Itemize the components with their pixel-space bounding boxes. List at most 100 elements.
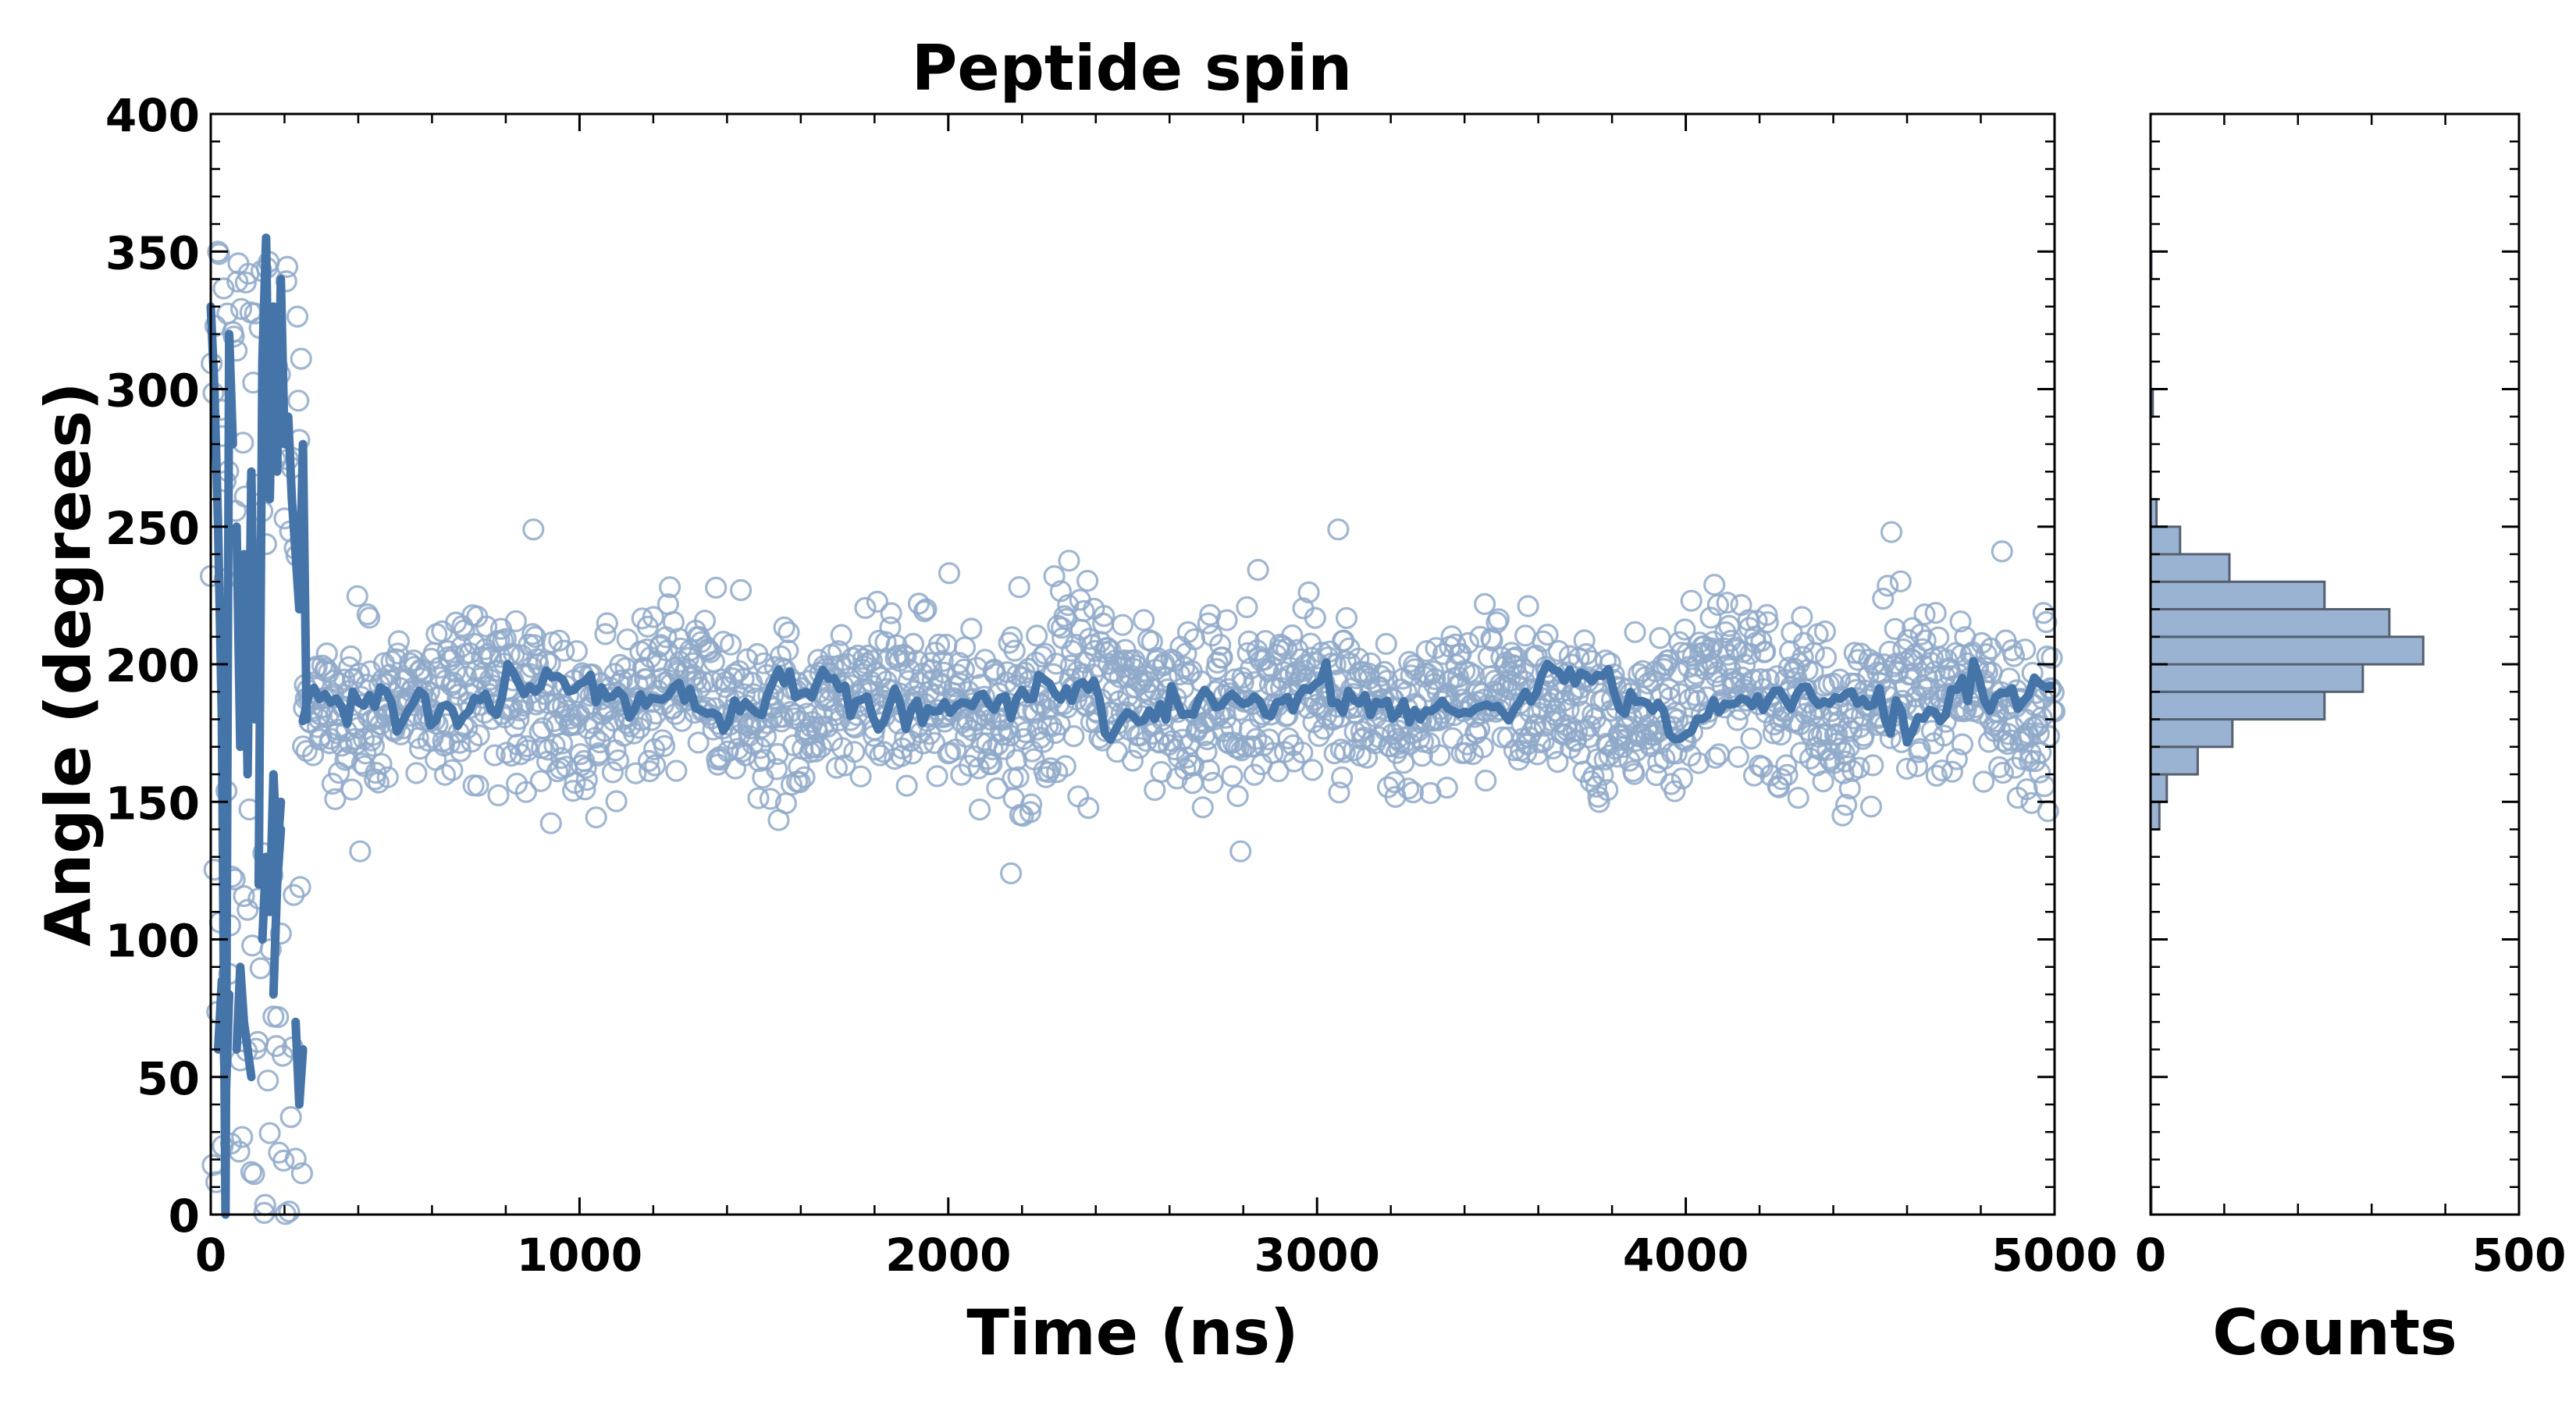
scatter-point — [601, 761, 624, 784]
scatter-point — [362, 735, 386, 757]
scatter-point — [1517, 595, 1539, 617]
x-tick-label: 3000 — [1254, 1229, 1379, 1282]
scatter-point — [1813, 620, 1836, 643]
scatter-point — [1229, 840, 1252, 863]
scatter-point — [290, 347, 312, 370]
y-tick-label: 250 — [105, 502, 200, 555]
scatter-point — [1770, 723, 1792, 746]
histogram-x-tick-label: 0 — [2135, 1229, 2166, 1282]
scatter-point — [1014, 720, 1037, 744]
scatter-series — [199, 240, 2066, 1225]
scatter-point — [529, 770, 552, 792]
scatter-point — [495, 742, 518, 764]
scatter-point — [1991, 761, 2014, 784]
main-data-layer — [199, 233, 2066, 1225]
y-tick-label: 350 — [105, 226, 200, 279]
scatter-point — [637, 749, 660, 773]
scatter-point — [809, 735, 832, 759]
scatter-point — [1236, 596, 1258, 619]
scatter-point — [321, 772, 343, 795]
y-tick-label: 150 — [105, 777, 200, 830]
scatter-point — [1791, 646, 1814, 668]
scatter-point — [324, 788, 347, 810]
scatter-point — [639, 759, 661, 783]
scatter-point — [575, 756, 597, 779]
scatter-point — [1756, 611, 1779, 634]
scatter-point — [284, 1147, 307, 1170]
scatter-point — [358, 606, 381, 629]
scatter-point — [443, 660, 467, 683]
scatter-point — [1547, 639, 1570, 663]
scatter-point — [243, 1162, 265, 1186]
scatter-point — [736, 648, 759, 670]
scatter-point — [923, 731, 946, 755]
scatter-point — [253, 1201, 276, 1225]
running-average-segment — [232, 962, 256, 1082]
histogram-bar — [2149, 745, 2199, 776]
scatter-point — [1750, 630, 1773, 653]
scatter-point — [1877, 574, 1899, 597]
scatter-point — [2002, 645, 2026, 667]
scatter-point — [687, 731, 710, 754]
scatter-point — [1949, 610, 1972, 633]
scatter-point — [1076, 569, 1099, 592]
scatter-point — [605, 790, 628, 813]
scatter-point — [1922, 647, 1944, 670]
scatter-point — [1221, 765, 1244, 788]
scatter-point — [1209, 633, 1232, 656]
histogram-bar — [2149, 773, 2169, 803]
scatter-point — [461, 731, 483, 753]
scatter-point — [1096, 637, 1119, 660]
chart-title: Peptide spin — [912, 32, 1352, 105]
scatter-point — [387, 630, 410, 653]
scatter-point — [1421, 660, 1445, 683]
scatter-point — [272, 1149, 295, 1172]
x-tick-label: 0 — [195, 1229, 226, 1282]
scatter-point — [1637, 672, 1660, 695]
scatter-point — [1369, 664, 1392, 688]
scatter-point — [1756, 603, 1778, 627]
scatter-point — [895, 774, 918, 797]
scatter-point — [849, 765, 872, 788]
scatter-point — [1831, 804, 1854, 827]
scatter-point — [1031, 646, 1054, 668]
scatter-point — [1991, 540, 2013, 563]
scatter-point — [681, 652, 704, 674]
scatter-point — [915, 598, 938, 621]
scatter-point — [960, 617, 983, 640]
scatter-point — [258, 1122, 281, 1144]
scatter-point — [1211, 646, 1233, 669]
scatter-point — [773, 616, 795, 639]
scatter-point — [1073, 599, 1095, 623]
histogram-bar — [2149, 580, 2326, 610]
scatter-point — [585, 806, 607, 829]
scatter-point — [1375, 632, 1397, 656]
scatter-point — [1401, 781, 1425, 804]
scatter-point — [522, 518, 545, 541]
scatter-point — [1925, 764, 1948, 787]
scatter-point — [1828, 668, 1851, 691]
scatter-point — [1471, 736, 1494, 759]
scatter-point — [1740, 727, 1763, 750]
scatter-point — [1069, 589, 1091, 611]
scatter-point — [1473, 592, 1496, 616]
scatter-point — [1182, 754, 1205, 777]
scatter-point — [765, 758, 788, 781]
scatter-point — [441, 759, 464, 781]
scatter-point — [854, 596, 877, 620]
scatter-point — [628, 717, 651, 739]
scatter-point — [622, 722, 646, 745]
scatter-point — [1215, 609, 1238, 631]
scatter-point — [1585, 775, 1608, 799]
scatter-point — [1749, 667, 1772, 691]
y-tick-label: 0 — [169, 1190, 200, 1243]
scatter-point — [1716, 592, 1738, 614]
scatter-point — [1829, 737, 1852, 760]
scatter-point — [229, 297, 253, 320]
scatter-point — [2014, 638, 2037, 661]
scatter-point — [462, 774, 485, 797]
scatter-point — [874, 631, 897, 653]
scatter-point — [1663, 780, 1686, 802]
scatter-point — [843, 741, 866, 763]
scatter-point — [1019, 801, 1042, 823]
